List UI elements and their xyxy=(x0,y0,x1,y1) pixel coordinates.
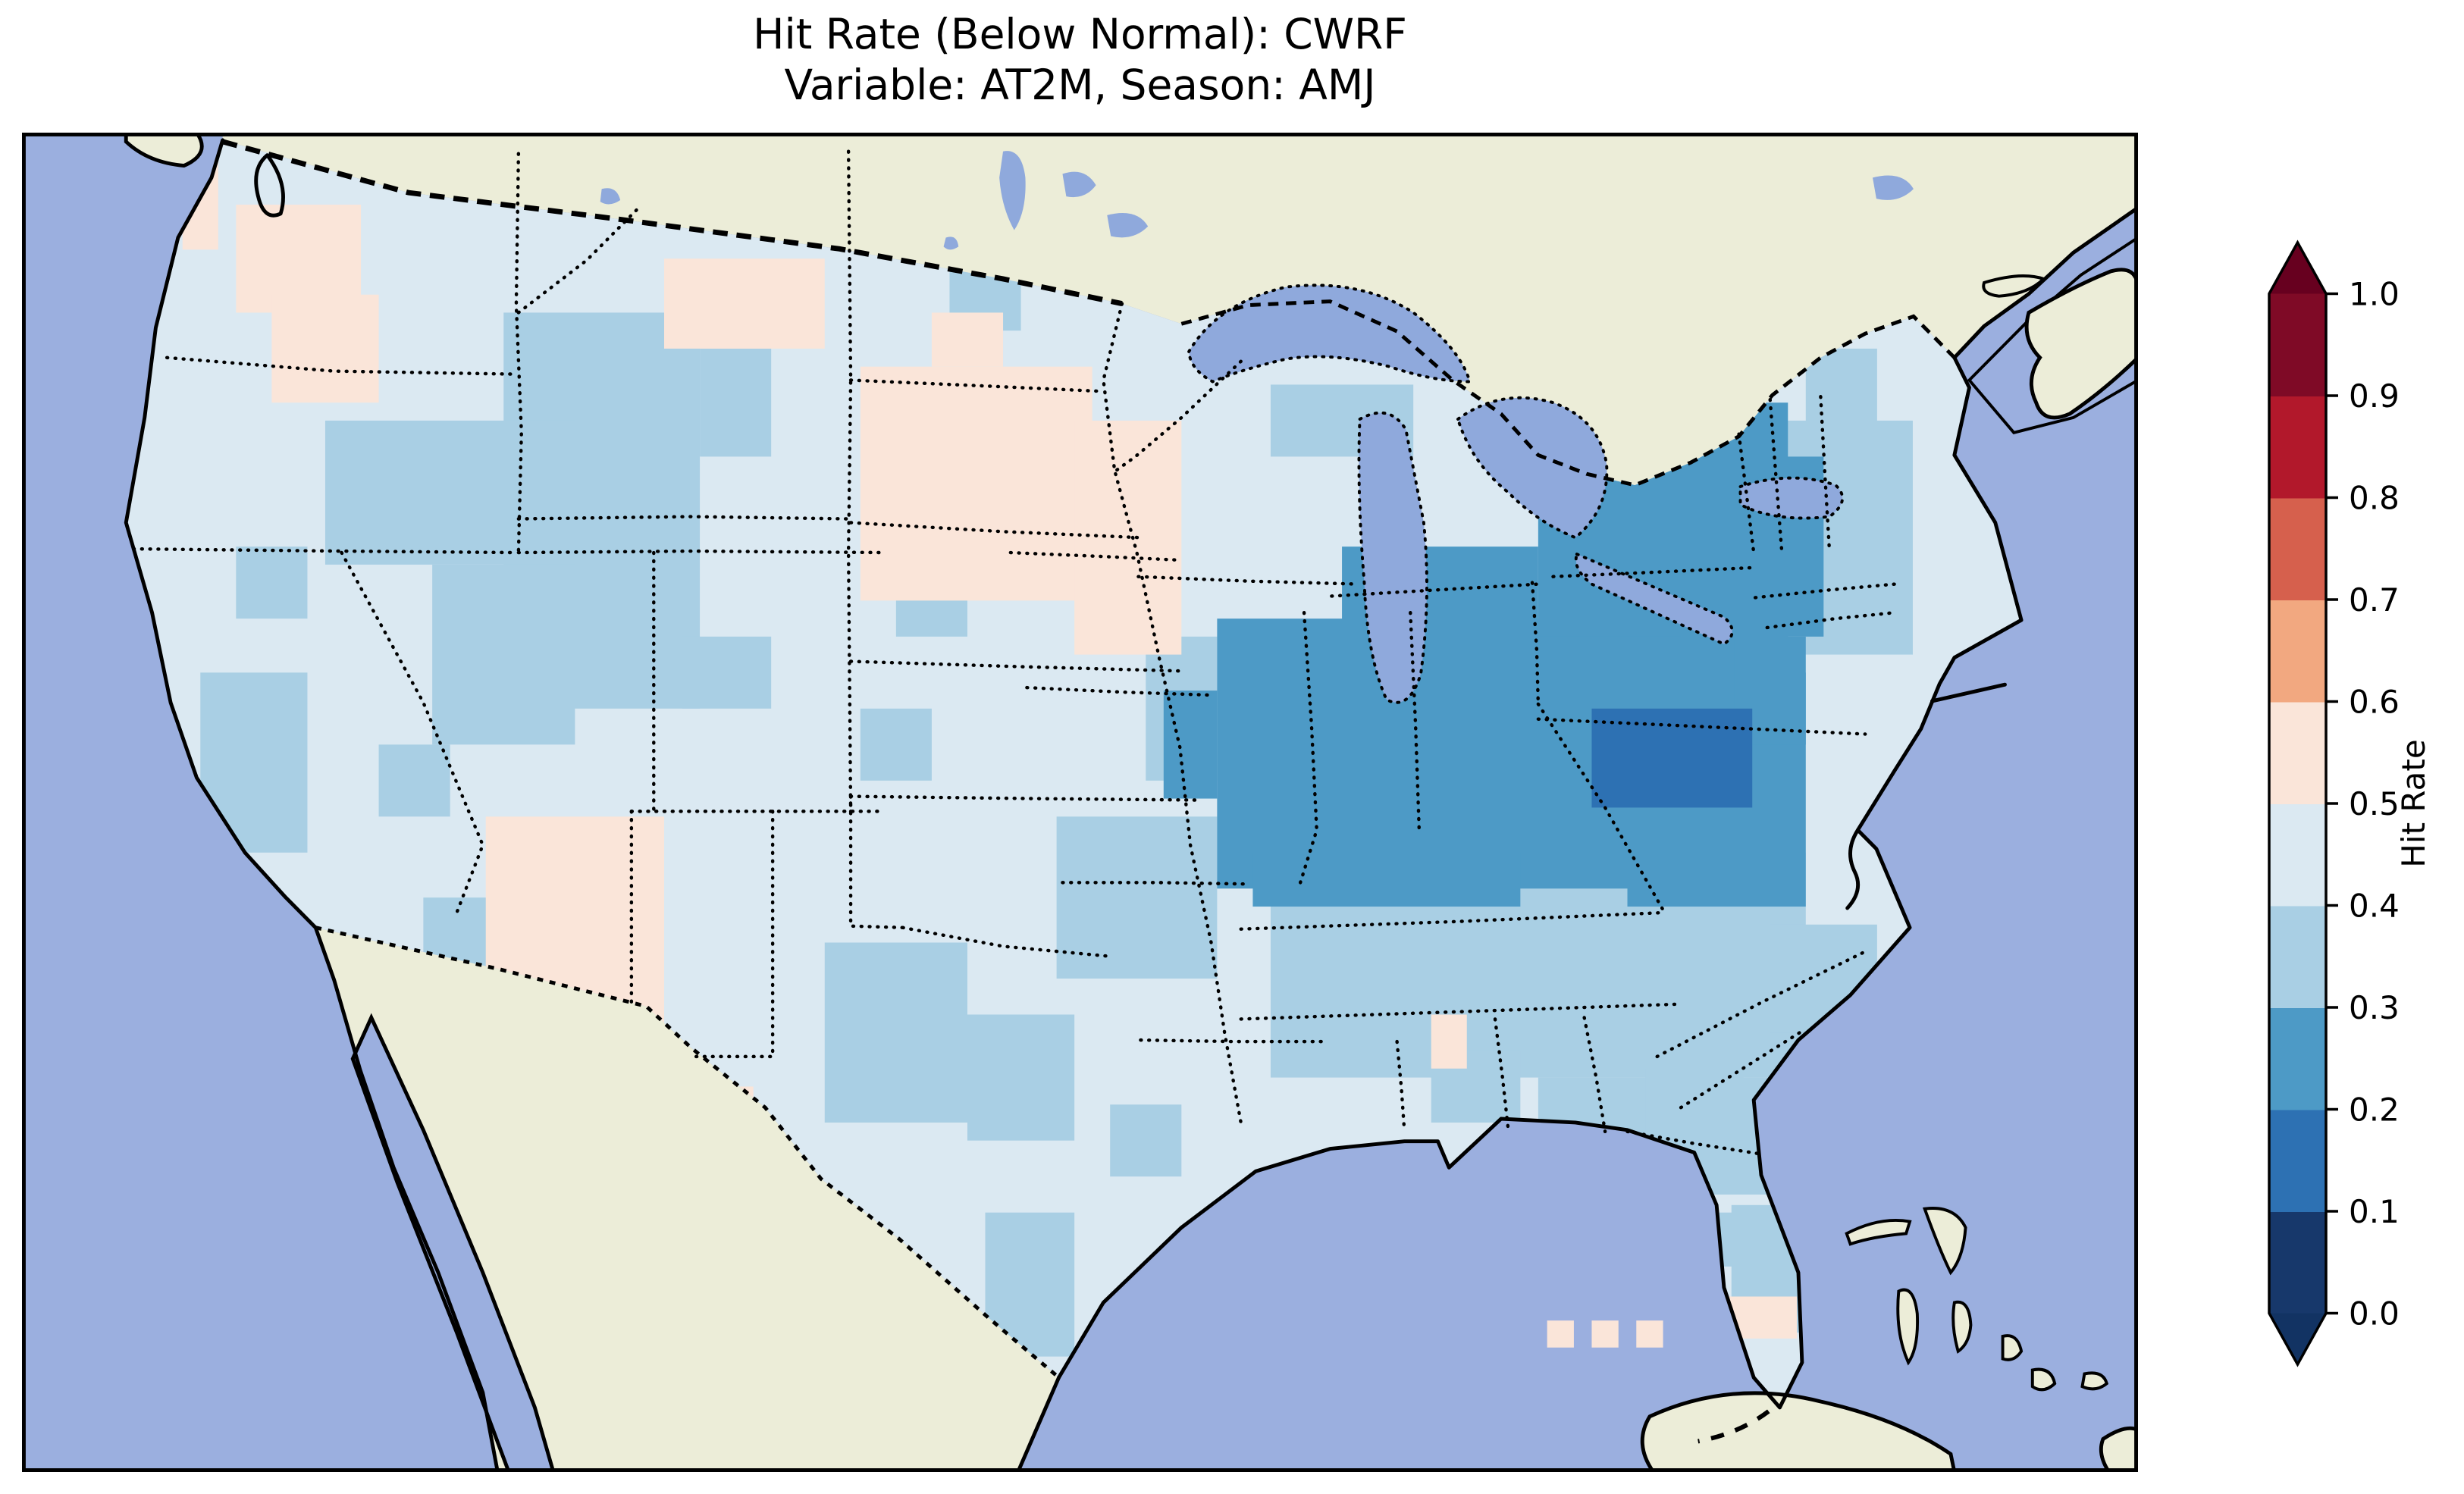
data-cell xyxy=(1636,1320,1663,1348)
state-borders xyxy=(131,149,1897,1156)
colorbar-tick-label: 1.0 xyxy=(2349,276,2400,313)
colorbar-tick-label: 0.6 xyxy=(2349,684,2400,721)
colorbar-bin xyxy=(2269,1007,2326,1110)
country-border-canada-east xyxy=(1180,299,1956,487)
colorbar-tick-label: 0.5 xyxy=(2349,785,2400,822)
data-cell xyxy=(432,564,575,745)
colorbar-tick-label: 0.0 xyxy=(2349,1295,2400,1333)
colorbar-segments xyxy=(2268,240,2328,1367)
colorbar-over-arrow xyxy=(2269,243,2326,294)
colorbar-tick-label: 0.3 xyxy=(2349,989,2400,1026)
data-cell xyxy=(860,366,1092,601)
colorbar-bin xyxy=(2269,1211,2326,1314)
ocean-data-cells xyxy=(1547,1320,1663,1348)
colorbar-tick-label: 0.1 xyxy=(2349,1193,2400,1230)
data-cell xyxy=(700,348,772,457)
country-border-mexico xyxy=(315,926,1061,1380)
colorbar-tick-label: 0.7 xyxy=(2349,581,2400,619)
colorbar-tick-label: 0.9 xyxy=(2349,377,2400,415)
bahamas-islands xyxy=(1845,1207,2109,1392)
pei-island xyxy=(1982,274,2047,298)
data-cell xyxy=(1252,852,1521,907)
data-cell xyxy=(682,636,772,709)
data-cell xyxy=(967,1014,1075,1141)
data-cell xyxy=(1591,1320,1619,1348)
country-border-canada xyxy=(221,139,1123,306)
data-cell xyxy=(236,204,362,313)
canada-land xyxy=(222,133,2138,485)
data-cell xyxy=(931,312,1004,367)
gulf-of-california xyxy=(350,1013,556,1472)
data-cell xyxy=(860,708,932,781)
florida-keys xyxy=(1698,1409,1770,1444)
nova-scotia xyxy=(2024,268,2138,420)
colorbar-bin xyxy=(2269,600,2326,703)
data-cell xyxy=(664,258,825,349)
data-cell xyxy=(1431,1014,1467,1069)
data-cell xyxy=(1805,348,1877,457)
colorbar-tick-label: 0.4 xyxy=(2349,888,2400,925)
data-cell xyxy=(1110,1104,1182,1177)
colorbar-under-arrow xyxy=(2269,1313,2326,1364)
colorbar-label: Hit Rate xyxy=(2395,739,2432,867)
colorbar-bin xyxy=(2269,396,2326,499)
lake-huron xyxy=(1456,396,1609,540)
data-cell xyxy=(271,294,379,403)
data-cell xyxy=(1645,1068,1744,1141)
colorbar-bin xyxy=(2269,905,2326,1008)
colorbar-bin xyxy=(2269,803,2326,907)
coastline xyxy=(124,138,2138,1472)
lake-ontario xyxy=(1738,476,1844,520)
colorbar-bin xyxy=(2269,1109,2326,1212)
chart-title: Hit Rate (Below Normal): CWRF Variable: … xyxy=(22,9,2138,111)
colorbar-bin xyxy=(2269,293,2326,396)
colorbar-tick-label: 0.2 xyxy=(2349,1092,2400,1129)
data-cell xyxy=(824,942,967,1123)
cuba xyxy=(1640,1391,1957,1472)
colorbar-tick-label: 0.8 xyxy=(2349,480,2400,517)
lake-superior xyxy=(1187,283,1472,384)
data-cell xyxy=(324,420,575,565)
map-canvas xyxy=(22,133,2138,1472)
chart-title-line1: Hit Rate (Below Normal): CWRF xyxy=(753,10,1407,58)
colorbar: 1.0 0.9 0.8 0.7 0.6 0.5 0.4 0.3 0.2 0.1 0.0 Hit Ra… xyxy=(2268,240,2432,1367)
vancouver-island xyxy=(124,133,204,168)
data-cell xyxy=(1547,1320,1574,1348)
data-cell xyxy=(236,547,308,619)
data-cell xyxy=(378,744,450,817)
map-frame xyxy=(22,133,2138,1472)
chart-title-line2: Variable: AT2M, Season: AMJ xyxy=(784,61,1376,110)
colorbar-bin xyxy=(2269,497,2326,600)
data-cell xyxy=(1163,691,1218,799)
data-cell xyxy=(1591,708,1753,808)
colorbar-bin xyxy=(2269,701,2326,804)
colorbar-ticks: 1.0 0.9 0.8 0.7 0.6 0.5 0.4 0.3 0.2 0.1 0.0 xyxy=(2326,276,2400,1333)
lake-erie xyxy=(1574,552,1734,647)
hispaniola xyxy=(2099,1426,2138,1472)
canada-lakes xyxy=(600,151,1914,250)
